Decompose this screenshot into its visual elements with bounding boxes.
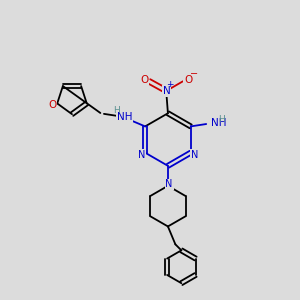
Text: NH: NH (116, 112, 132, 122)
Text: NH: NH (211, 118, 226, 128)
Text: N: N (138, 150, 145, 160)
Text: N: N (165, 179, 173, 189)
Text: N: N (191, 150, 198, 160)
Text: O: O (140, 74, 148, 85)
Text: H: H (113, 106, 120, 116)
Text: N: N (163, 86, 170, 96)
Text: +: + (166, 80, 174, 89)
Text: O: O (48, 100, 57, 110)
Text: H: H (218, 115, 225, 124)
Text: O: O (184, 74, 192, 85)
Text: −: − (190, 69, 198, 79)
